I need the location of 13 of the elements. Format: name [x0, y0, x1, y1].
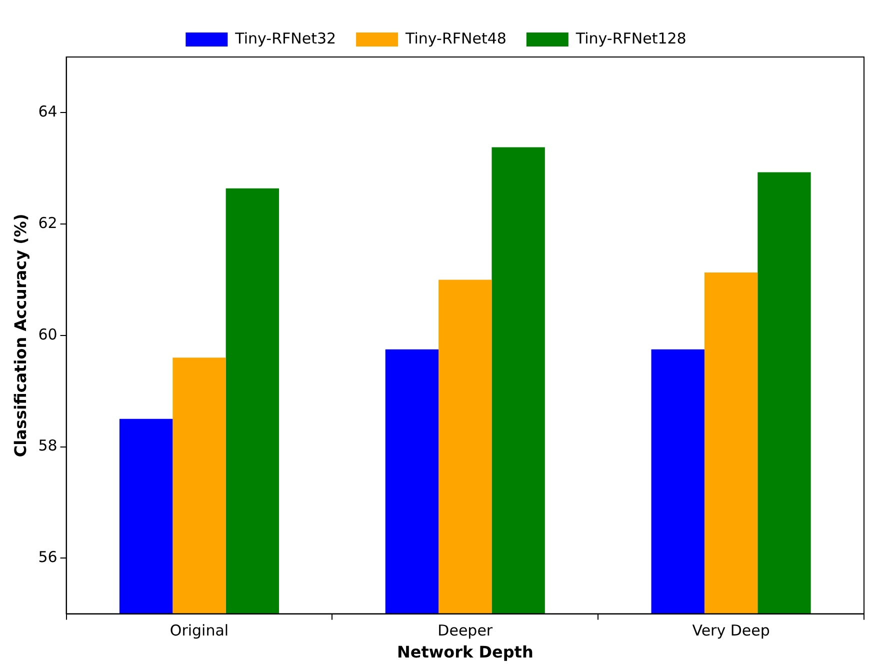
y-tick-label: 56	[38, 548, 58, 566]
x-axis-title: Network Depth	[396, 642, 534, 662]
legend-label: Tiny-RFNet128	[574, 29, 686, 48]
x-tick-label: Original	[170, 622, 229, 640]
legend-label: Tiny-RFNet48	[404, 29, 506, 48]
y-axis-title: Classification Accuracy (%)	[10, 214, 30, 458]
legend-label: Tiny-RFNet32	[234, 29, 336, 48]
x-tick-label: Deeper	[438, 622, 494, 640]
x-tick-label: Very Deep	[692, 622, 770, 640]
y-tick-label: 60	[38, 325, 58, 344]
y-tick-label: 58	[38, 436, 58, 455]
y-tick-label: 62	[38, 214, 58, 232]
y-tick-label: 64	[38, 102, 58, 121]
